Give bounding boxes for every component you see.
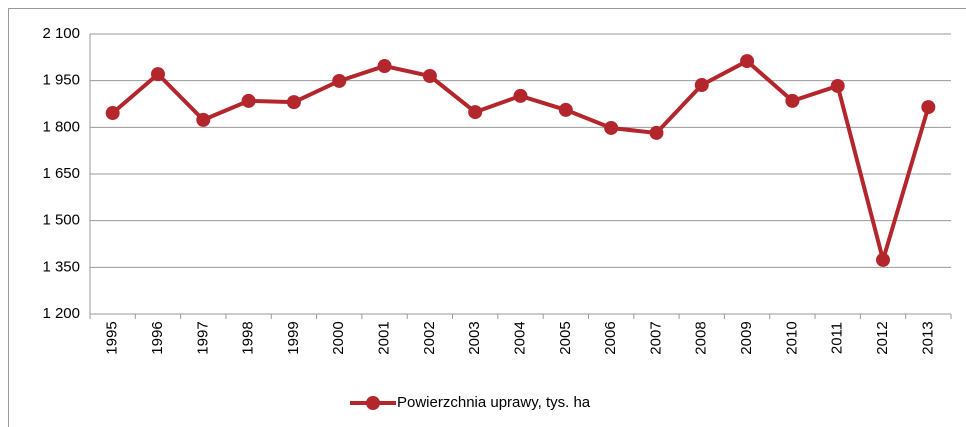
y-tick-label: 1 500 (42, 212, 80, 229)
legend-marker (366, 396, 380, 410)
marker (921, 100, 936, 115)
y-tick-label: 1 650 (42, 165, 80, 182)
marker (649, 125, 664, 140)
marker (468, 105, 483, 120)
marker (513, 88, 528, 103)
x-tick-label: 2008 (693, 321, 710, 354)
x-tick-label: 2001 (376, 321, 393, 354)
marker (105, 106, 120, 121)
chart-border (8, 8, 966, 427)
y-tick-label: 1 950 (42, 72, 80, 89)
x-tick-label: 2013 (919, 321, 936, 354)
x-tick-label: 1995 (104, 321, 121, 354)
marker (286, 95, 301, 110)
x-tick-label: 2011 (829, 322, 846, 354)
marker (196, 112, 211, 127)
marker (332, 73, 347, 88)
marker (740, 54, 755, 69)
marker (558, 102, 573, 117)
y-tick-label: 2 100 (42, 25, 80, 42)
x-tick-label: 2010 (783, 321, 800, 354)
x-tick-label: 2012 (874, 321, 891, 354)
x-tick-label: 2005 (557, 321, 574, 354)
x-tick-label: 2006 (602, 321, 619, 354)
y-tick-label: 1 800 (42, 118, 80, 135)
x-tick-label: 2007 (647, 321, 664, 354)
x-tick-label: 2004 (511, 321, 528, 354)
y-tick-label: 1 200 (42, 305, 80, 322)
x-tick-label: 2000 (330, 321, 347, 354)
marker (785, 93, 800, 108)
marker (694, 78, 709, 93)
legend-label: Powierzchnia uprawy, tys. ha (397, 394, 591, 411)
marker (241, 93, 256, 108)
marker (377, 59, 392, 74)
marker (876, 252, 891, 267)
x-tick-label: 1999 (285, 321, 302, 354)
marker (422, 69, 437, 83)
x-tick-label: 1998 (240, 321, 257, 354)
y-tick-label: 1 350 (42, 258, 80, 275)
x-tick-label: 2003 (466, 321, 483, 354)
x-tick-label: 1996 (149, 321, 166, 354)
x-tick-label: 1997 (194, 321, 211, 354)
x-tick-label: 2002 (421, 321, 438, 354)
x-tick-label: 2009 (738, 321, 755, 354)
marker (150, 67, 165, 82)
marker (604, 120, 619, 135)
marker (830, 78, 845, 93)
